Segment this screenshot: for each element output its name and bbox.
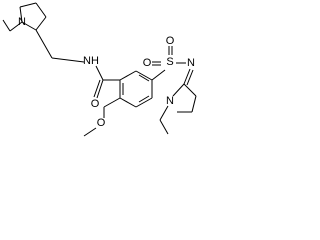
- atom-labels: N NH O S O O N N O: [18, 16, 195, 129]
- bond: [51, 57, 85, 63]
- bond: [19, 6, 23, 23]
- bond: [2, 19, 11, 32]
- atom-label: O: [166, 35, 175, 47]
- bond: [135, 97, 153, 108]
- bond: [35, 2, 47, 18]
- bond: [119, 97, 137, 108]
- bond: [103, 97, 121, 108]
- atom-label: N: [166, 95, 174, 107]
- bond: [138, 74, 150, 82]
- bond: [138, 95, 150, 103]
- bond: [19, 2, 37, 8]
- bond: [135, 70, 153, 81]
- bond: [183, 83, 197, 97]
- bond: [191, 95, 197, 113]
- bond: [159, 105, 169, 121]
- atom-label: N: [18, 16, 26, 28]
- atom-label: O: [91, 98, 100, 110]
- bond: [151, 69, 166, 81]
- bond: [96, 79, 104, 99]
- atom-label: S: [166, 56, 173, 68]
- atom-label: NH: [83, 55, 99, 67]
- bond: [119, 70, 137, 81]
- bond: [172, 83, 185, 97]
- bond: [9, 21, 23, 32]
- structure-diagram: N NH O S O O N N O: [2, 2, 197, 137]
- bond: [159, 119, 169, 135]
- bond: [186, 69, 194, 86]
- bond: [35, 16, 47, 31]
- atom-label: O: [143, 57, 152, 69]
- bond: [35, 29, 53, 59]
- atom-label: O: [97, 117, 106, 129]
- atom-label: N: [187, 57, 195, 69]
- bonds: [2, 2, 197, 137]
- bond: [21, 21, 37, 31]
- bond: [93, 79, 101, 98]
- bond: [183, 68, 191, 85]
- bond: [83, 127, 97, 137]
- bond: [95, 65, 104, 81]
